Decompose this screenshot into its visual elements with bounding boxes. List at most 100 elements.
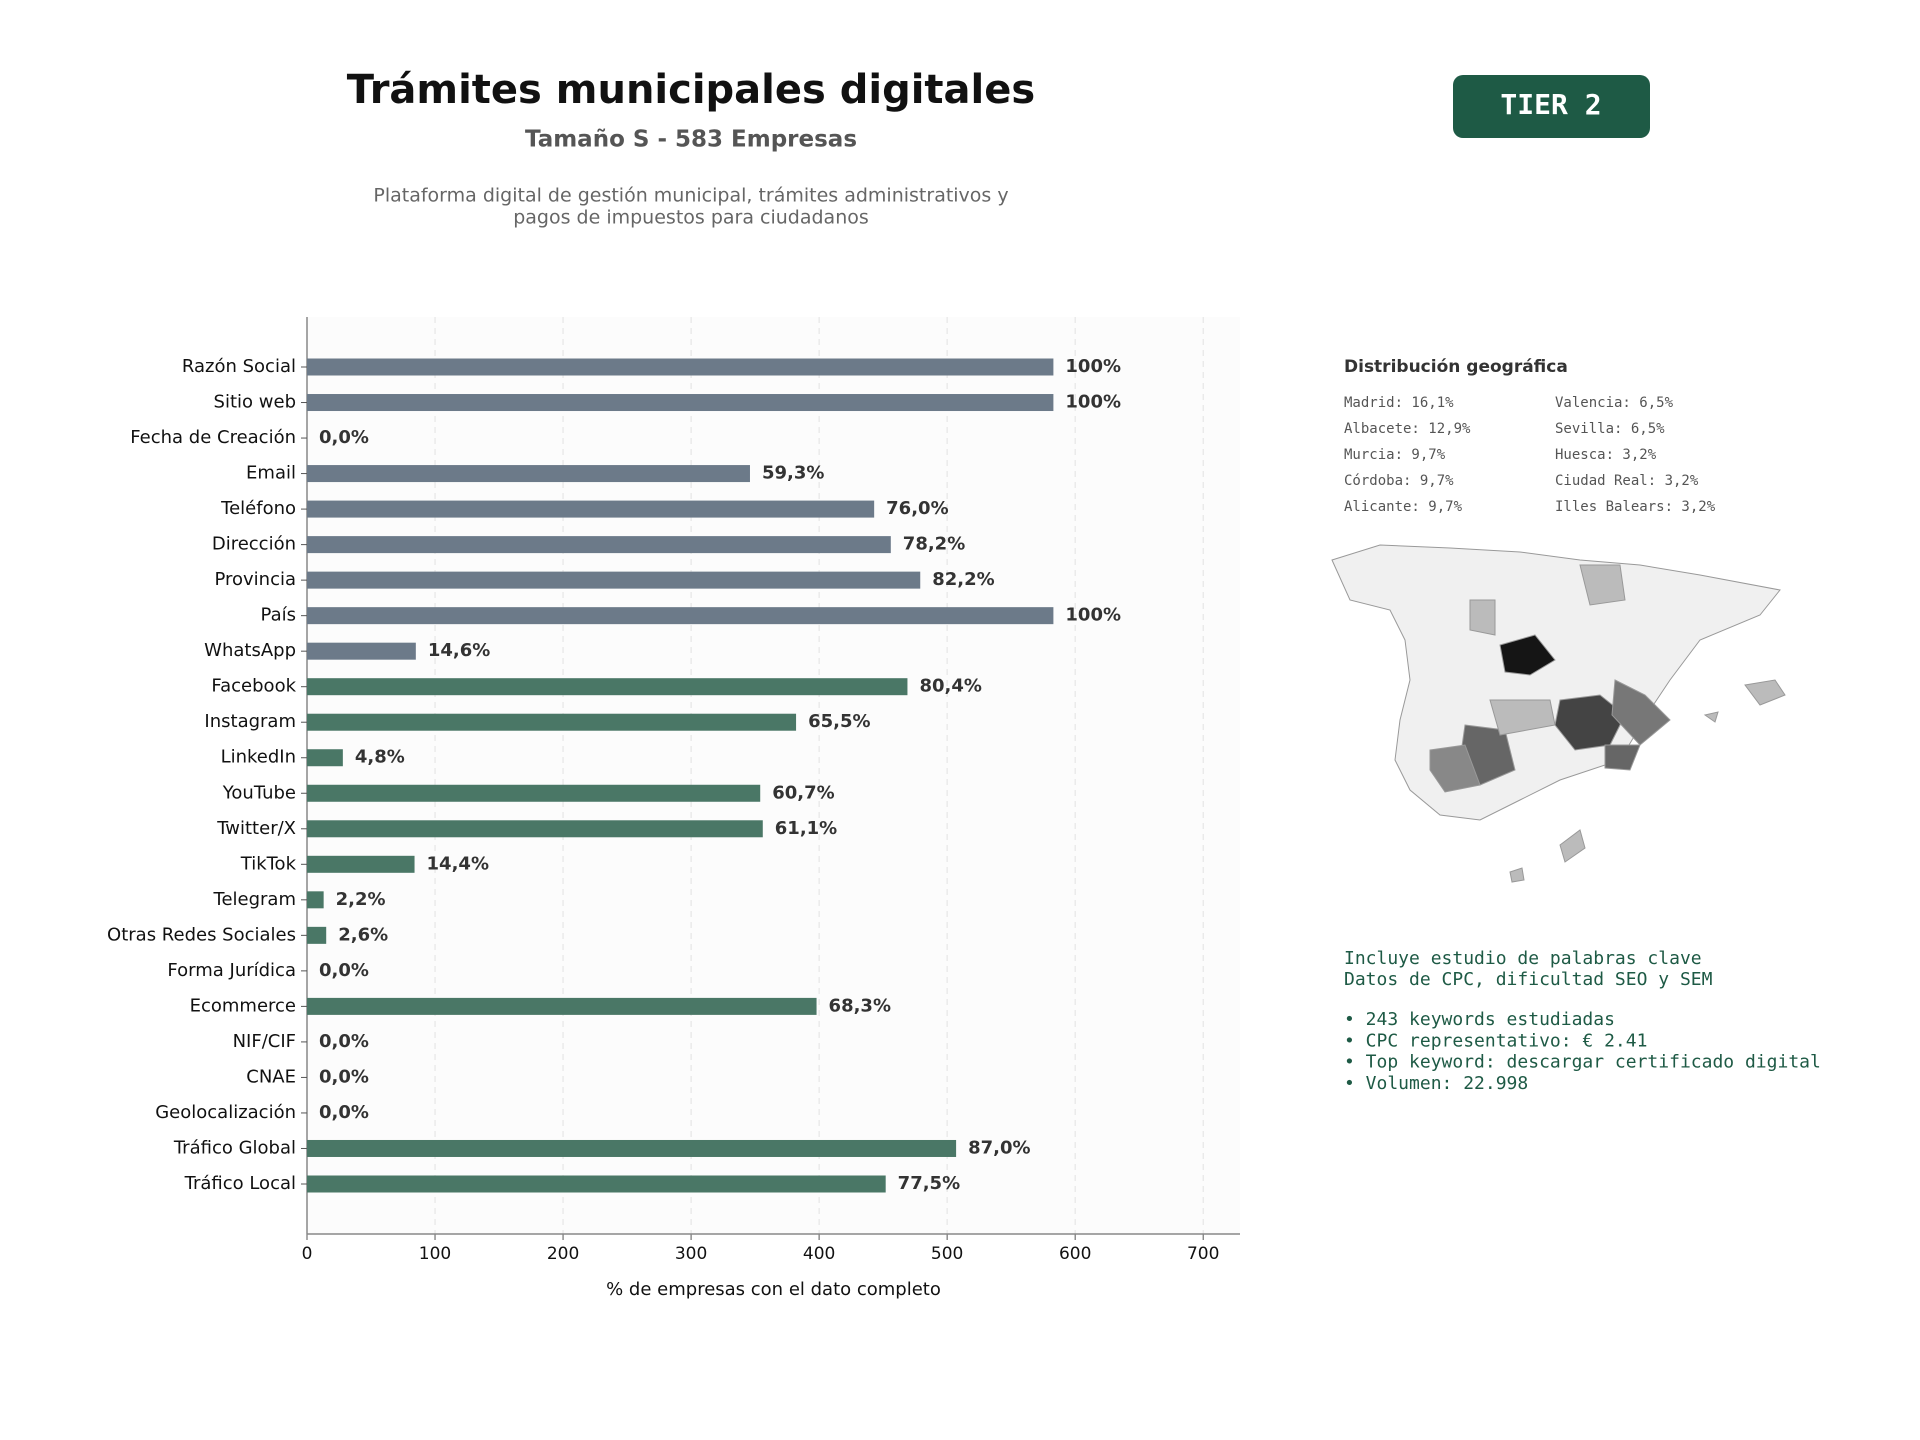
y-tick-label: Instagram bbox=[204, 711, 296, 732]
keyword-intro: Incluye estudio de palabras clave bbox=[1344, 948, 1702, 969]
bar bbox=[307, 713, 797, 731]
bar bbox=[307, 642, 416, 660]
bar bbox=[307, 571, 921, 589]
value-label: 68,3% bbox=[829, 995, 891, 1016]
y-tick-label: LinkedIn bbox=[221, 747, 296, 768]
bar bbox=[307, 358, 1054, 376]
x-tick-label: 200 bbox=[547, 1244, 579, 1264]
geo-item: Illes Balears: 3,2% bbox=[1555, 499, 1716, 515]
bar bbox=[307, 820, 763, 838]
value-label: 82,2% bbox=[932, 569, 994, 590]
y-tick-label: Otras Redes Sociales bbox=[107, 924, 296, 945]
bar bbox=[307, 891, 324, 909]
badge: TIER 2 bbox=[1500, 88, 1601, 121]
bar bbox=[307, 855, 415, 873]
description: pagos de impuestos para ciudadanos bbox=[513, 207, 869, 229]
y-tick-label: Dirección bbox=[212, 534, 296, 555]
value-label: 0,0% bbox=[319, 1066, 369, 1087]
value-label: 78,2% bbox=[903, 534, 965, 555]
x-tick-label: 600 bbox=[1059, 1244, 1091, 1264]
value-label: 0,0% bbox=[319, 427, 369, 448]
bar bbox=[307, 997, 817, 1015]
geo-title: Distribución geográfica bbox=[1344, 357, 1568, 377]
x-tick-label: 700 bbox=[1187, 1244, 1219, 1264]
y-tick-label: Fecha de Creación bbox=[130, 427, 296, 448]
value-label: 4,8% bbox=[355, 747, 405, 768]
geo-item: Alicante: 9,7% bbox=[1344, 499, 1463, 515]
y-tick-label: Tráfico Local bbox=[184, 1173, 296, 1194]
value-label: 76,0% bbox=[886, 498, 948, 519]
bar bbox=[307, 749, 343, 767]
value-label: 87,0% bbox=[968, 1137, 1030, 1158]
value-label: 59,3% bbox=[762, 463, 824, 484]
value-label: 14,6% bbox=[428, 640, 490, 661]
geo-item: Ciudad Real: 3,2% bbox=[1555, 473, 1699, 489]
x-tick-label: 300 bbox=[675, 1244, 707, 1264]
map bbox=[1331, 544, 1786, 883]
keyword-bullet: • Volumen: 22.998 bbox=[1344, 1073, 1528, 1094]
geo-item: Albacete: 12,9% bbox=[1344, 421, 1471, 437]
y-tick-label: Sitio web bbox=[214, 392, 296, 413]
value-label: 100% bbox=[1065, 392, 1121, 413]
bar bbox=[307, 678, 908, 696]
bar bbox=[307, 465, 750, 483]
geo-item: Córdoba: 9,7% bbox=[1344, 473, 1454, 489]
value-label: 0,0% bbox=[319, 960, 369, 981]
y-tick-label: País bbox=[261, 605, 296, 626]
y-tick-label: Twitter/X bbox=[216, 818, 296, 839]
geo-item: Sevilla: 6,5% bbox=[1555, 421, 1665, 437]
y-tick-label: Ecommerce bbox=[190, 995, 296, 1016]
y-tick-label: Email bbox=[246, 463, 296, 484]
y-tick-label: Tráfico Global bbox=[173, 1137, 296, 1158]
value-label: 61,1% bbox=[775, 818, 837, 839]
y-tick-label: YouTube bbox=[222, 782, 296, 803]
bar bbox=[307, 607, 1054, 625]
x-tick-label: 0 bbox=[302, 1244, 313, 1264]
value-label: 60,7% bbox=[772, 782, 834, 803]
y-tick-label: TikTok bbox=[240, 853, 297, 874]
value-label: 2,2% bbox=[336, 889, 386, 910]
keyword-bullet: • 243 keywords estudiadas bbox=[1344, 1009, 1615, 1030]
geo-item: Madrid: 16,1% bbox=[1344, 395, 1454, 411]
y-tick-label: Facebook bbox=[211, 676, 296, 697]
bar bbox=[307, 1175, 886, 1193]
plot-area bbox=[307, 317, 1240, 1234]
x-axis-label: % de empresas con el dato completo bbox=[606, 1279, 941, 1300]
description: Plataforma digital de gestión municipal,… bbox=[373, 185, 1008, 207]
subtitle: Tamaño S - 583 Empresas bbox=[525, 127, 857, 153]
bar bbox=[307, 784, 761, 802]
keyword-bullet: • CPC representativo: € 2.41 bbox=[1344, 1030, 1647, 1051]
value-label: 2,6% bbox=[338, 924, 388, 945]
value-label: 100% bbox=[1065, 605, 1121, 626]
value-label: 65,5% bbox=[808, 711, 870, 732]
y-tick-label: Provincia bbox=[214, 569, 296, 590]
value-label: 80,4% bbox=[919, 676, 981, 697]
bar bbox=[307, 536, 891, 554]
geo-item: Valencia: 6,5% bbox=[1555, 395, 1674, 411]
x-tick-label: 100 bbox=[419, 1244, 451, 1264]
keyword-intro: Datos de CPC, dificultad SEO y SEM bbox=[1344, 969, 1713, 990]
geo-item: Murcia: 9,7% bbox=[1344, 447, 1446, 463]
keyword-bullet: • Top keyword: descargar certificado dig… bbox=[1344, 1052, 1821, 1073]
badge-box bbox=[1453, 75, 1650, 138]
value-label: 0,0% bbox=[319, 1102, 369, 1123]
bar bbox=[307, 394, 1054, 412]
y-tick-label: Geolocalización bbox=[155, 1102, 296, 1123]
y-tick-label: Teléfono bbox=[220, 498, 296, 519]
y-tick-label: Forma Jurídica bbox=[167, 960, 296, 981]
y-tick-label: WhatsApp bbox=[204, 640, 296, 661]
value-label: 100% bbox=[1065, 356, 1121, 377]
value-label: 77,5% bbox=[898, 1173, 960, 1194]
value-label: 14,4% bbox=[427, 853, 489, 874]
y-tick-label: NIF/CIF bbox=[233, 1031, 296, 1052]
x-tick-label: 400 bbox=[803, 1244, 835, 1264]
chart-title: Trámites municipales digitales bbox=[347, 67, 1035, 113]
y-tick-label: Telegram bbox=[213, 889, 296, 910]
geo-item: Huesca: 3,2% bbox=[1555, 447, 1657, 463]
value-label: 0,0% bbox=[319, 1031, 369, 1052]
bar bbox=[307, 926, 327, 944]
bar bbox=[307, 1139, 957, 1157]
y-tick-label: Razón Social bbox=[182, 356, 296, 377]
x-tick-label: 500 bbox=[931, 1244, 963, 1264]
